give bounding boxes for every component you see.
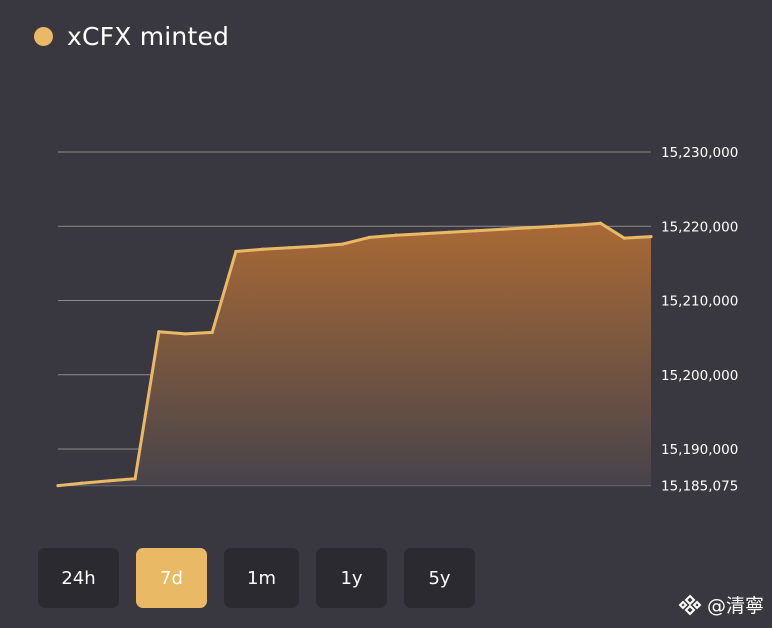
time-range-selector: 24h 7d 1m 1y 5y bbox=[38, 548, 475, 608]
series-points bbox=[56, 221, 653, 488]
data-point bbox=[287, 246, 291, 250]
data-point bbox=[622, 236, 626, 240]
data-point bbox=[649, 235, 653, 239]
data-point bbox=[581, 223, 585, 227]
data-point bbox=[106, 479, 111, 483]
y-tick-label: 15,190,000 bbox=[661, 442, 738, 458]
data-point bbox=[210, 330, 214, 335]
data-point bbox=[527, 226, 532, 230]
data-point bbox=[394, 233, 398, 237]
chart-legend: xCFX minted bbox=[34, 22, 229, 51]
data-point bbox=[598, 221, 603, 225]
range-5y-button[interactable]: 5y bbox=[404, 548, 475, 608]
series-line bbox=[57, 221, 652, 488]
watermark: @清寧 bbox=[677, 591, 764, 618]
data-point bbox=[234, 249, 238, 254]
data-point bbox=[157, 330, 161, 334]
data-point bbox=[474, 229, 478, 233]
data-point bbox=[314, 244, 318, 248]
y-tick-label: 15,210,000 bbox=[661, 294, 738, 310]
data-point bbox=[260, 247, 265, 251]
legend-label: xCFX minted bbox=[67, 22, 230, 51]
legend-swatch bbox=[34, 27, 53, 46]
data-point bbox=[341, 242, 345, 246]
y-tick-label: 15,185,075 bbox=[661, 479, 738, 495]
y-tick-label: 15,200,000 bbox=[661, 368, 738, 384]
data-point bbox=[80, 481, 84, 485]
data-point bbox=[133, 477, 137, 481]
y-axis: 15,230,000 15,220,000 15,210,000 15,200,000… bbox=[661, 145, 738, 495]
data-point bbox=[421, 232, 425, 236]
data-point bbox=[56, 483, 60, 488]
y-tick-label: 15,220,000 bbox=[661, 219, 738, 235]
range-24h-button[interactable]: 24h bbox=[38, 548, 119, 608]
range-7d-button[interactable]: 7d bbox=[136, 548, 207, 608]
watermark-text: @清寧 bbox=[706, 595, 764, 617]
data-point bbox=[183, 332, 188, 336]
y-tick-label: 15,230,000 bbox=[661, 145, 738, 161]
range-1m-button[interactable]: 1m bbox=[224, 548, 299, 608]
data-point bbox=[501, 227, 505, 231]
data-point bbox=[554, 224, 558, 228]
binance-diamond-icon bbox=[678, 594, 702, 615]
range-1y-button[interactable]: 1y bbox=[316, 548, 387, 608]
area-chart: 15,230,000 15,220,000 15,210,000 15,200,000… bbox=[56, 145, 738, 495]
data-point bbox=[367, 235, 371, 239]
series-area bbox=[58, 223, 651, 486]
data-point bbox=[447, 230, 451, 234]
